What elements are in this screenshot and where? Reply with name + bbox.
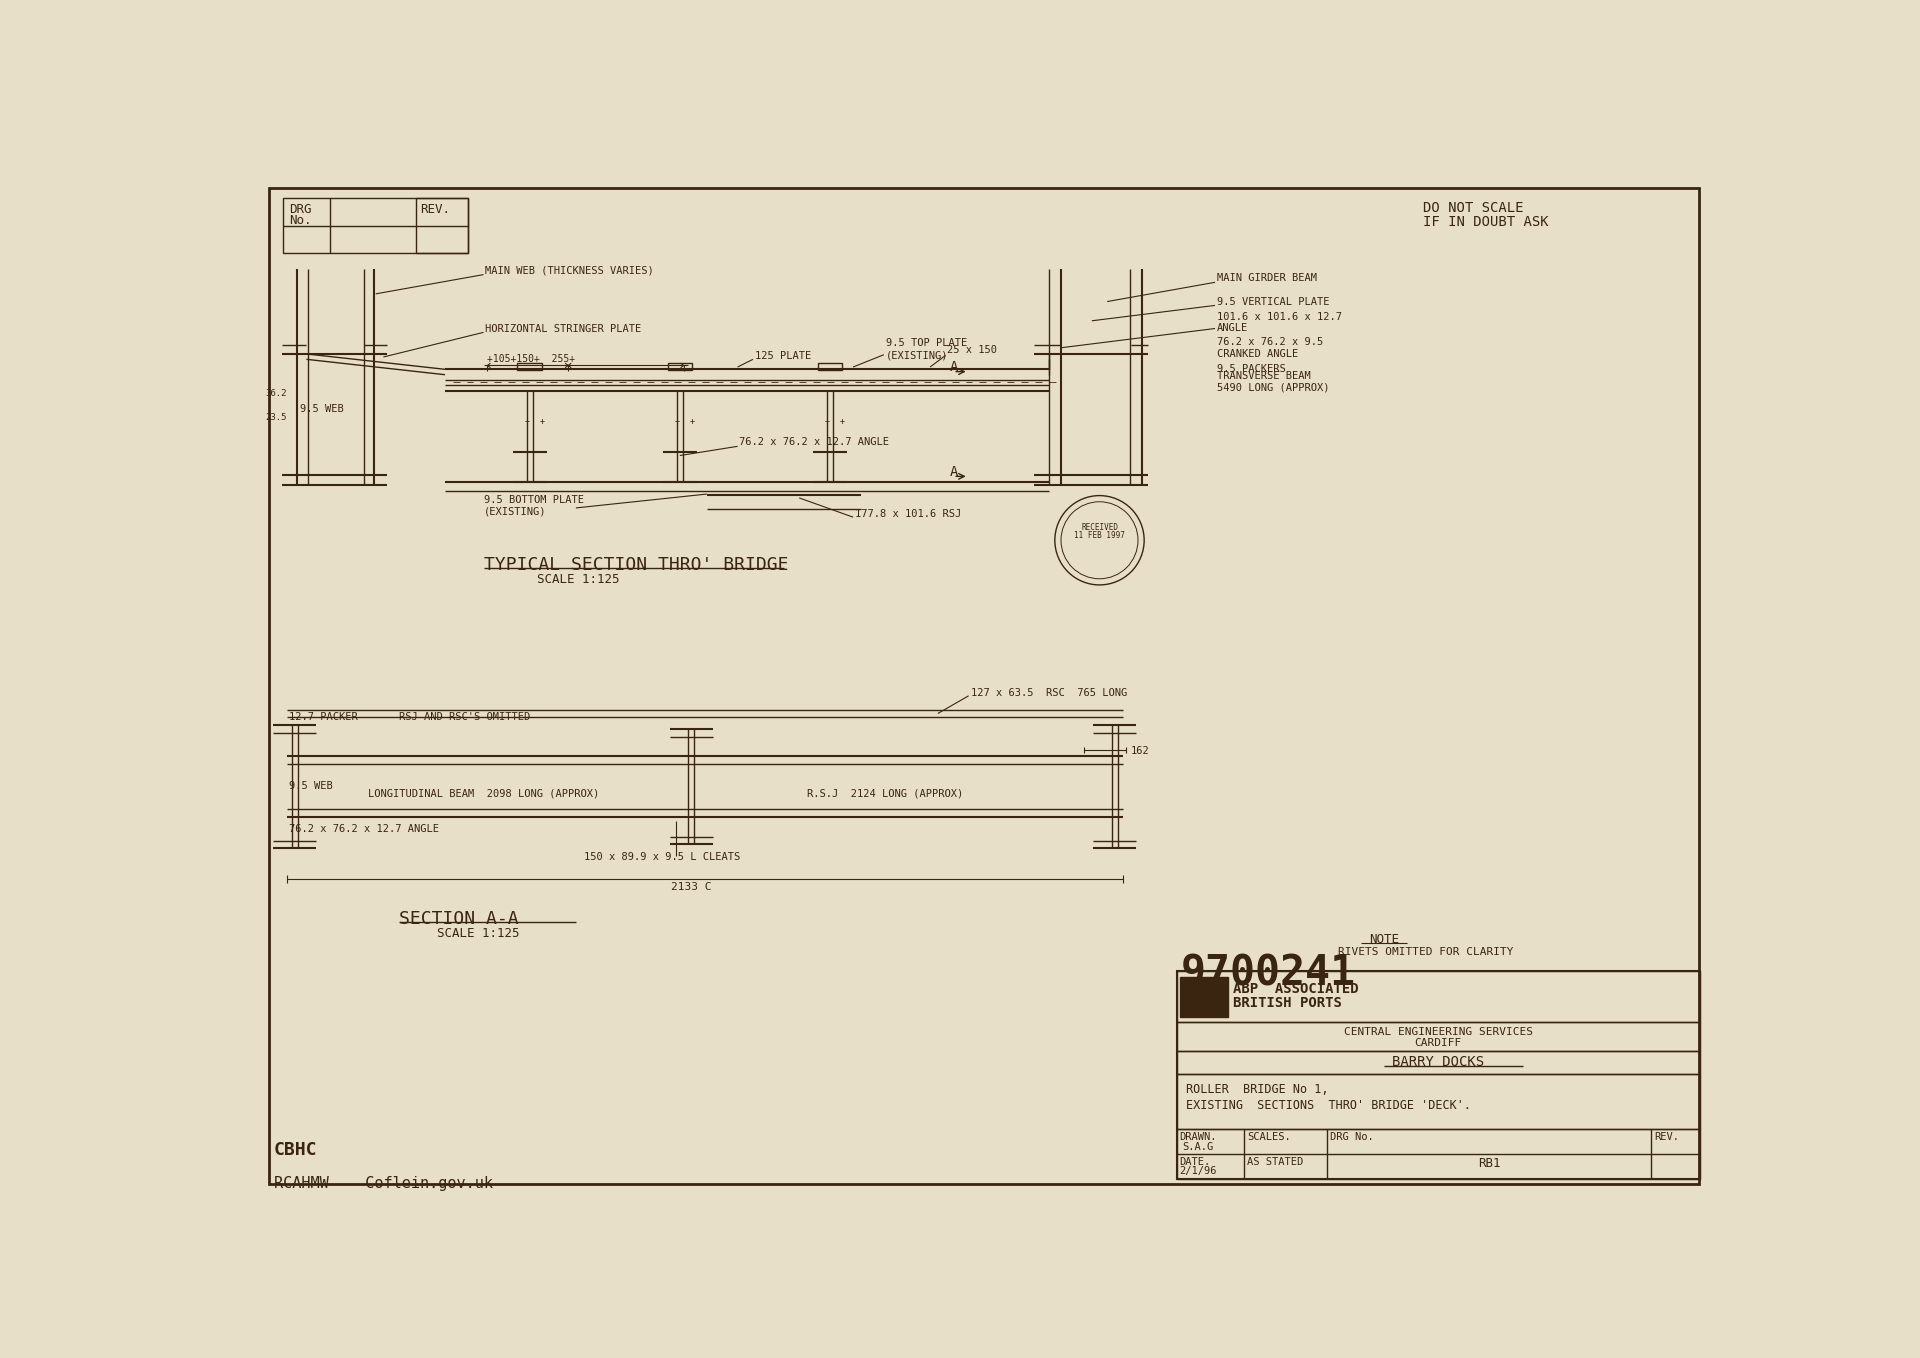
Text: 9.5 TOP PLATE
(EXISTING): 9.5 TOP PLATE (EXISTING) — [887, 338, 968, 360]
Bar — [668, 363, 693, 371]
Text: CBHC: CBHC — [275, 1141, 317, 1158]
Bar — [818, 363, 843, 371]
Text: SCALE 1:125: SCALE 1:125 — [538, 573, 620, 585]
Text: 177.8 x 101.6 RSJ: 177.8 x 101.6 RSJ — [856, 509, 962, 519]
Text: SECTION A-A: SECTION A-A — [399, 910, 518, 928]
Text: 9700241: 9700241 — [1181, 952, 1356, 994]
Text: HORIZONTAL STRINGER PLATE: HORIZONTAL STRINGER PLATE — [486, 323, 641, 334]
Bar — [1177, 1130, 1699, 1179]
Text: 76.2 x 76.2 x 12.7 ANGLE: 76.2 x 76.2 x 12.7 ANGLE — [739, 437, 889, 447]
Text: 25 x 150: 25 x 150 — [947, 345, 996, 354]
Text: A: A — [950, 360, 958, 373]
Bar — [1177, 1074, 1699, 1130]
Bar — [1177, 971, 1699, 1021]
Text: TYPICAL SECTION THRO' BRIDGE: TYPICAL SECTION THRO' BRIDGE — [484, 555, 787, 573]
Text: MAIN GIRDER BEAM: MAIN GIRDER BEAM — [1217, 273, 1317, 284]
Text: ABP  ASSOCIATED: ABP ASSOCIATED — [1233, 982, 1359, 997]
Text: +  +: + + — [524, 417, 545, 426]
Text: 11 FEB 1997: 11 FEB 1997 — [1073, 531, 1125, 540]
Text: MAIN WEB (THICKNESS VARIES): MAIN WEB (THICKNESS VARIES) — [486, 266, 655, 276]
Text: DRAWN.: DRAWN. — [1179, 1133, 1217, 1142]
Bar — [417, 198, 468, 253]
Bar — [284, 198, 468, 253]
Text: 12.7 PACKER: 12.7 PACKER — [290, 713, 359, 722]
Text: CENTRAL ENGINEERING SERVICES: CENTRAL ENGINEERING SERVICES — [1344, 1027, 1532, 1038]
Text: 162: 162 — [1131, 747, 1148, 756]
Text: A: A — [950, 464, 958, 479]
Text: BARRY DOCKS: BARRY DOCKS — [1392, 1055, 1484, 1069]
Text: R.S.J  2124 LONG (APPROX): R.S.J 2124 LONG (APPROX) — [806, 789, 964, 799]
Text: DRG: DRG — [290, 202, 311, 216]
Text: CARDIFF: CARDIFF — [1415, 1039, 1461, 1048]
Text: 9.5 VERTICAL PLATE: 9.5 VERTICAL PLATE — [1217, 296, 1329, 307]
Bar — [1177, 1051, 1699, 1074]
Text: DO NOT SCALE: DO NOT SCALE — [1423, 201, 1523, 216]
Text: 150 x 89.9 x 9.5 L CLEATS: 150 x 89.9 x 9.5 L CLEATS — [584, 853, 739, 862]
Text: 127 x 63.5  RSC  765 LONG: 127 x 63.5 RSC 765 LONG — [972, 687, 1127, 698]
Text: DATE.: DATE. — [1179, 1157, 1212, 1167]
Text: NOTE: NOTE — [1369, 933, 1400, 947]
Text: 23.5: 23.5 — [265, 413, 288, 421]
Text: AS STATED: AS STATED — [1248, 1157, 1304, 1167]
Text: 2133 C: 2133 C — [672, 883, 712, 892]
Text: LONGITUDINAL BEAM  2098 LONG (APPROX): LONGITUDINAL BEAM 2098 LONG (APPROX) — [369, 789, 599, 799]
Text: IF IN DOUBT ASK: IF IN DOUBT ASK — [1423, 215, 1549, 228]
Text: SCALES.: SCALES. — [1248, 1133, 1290, 1142]
Text: 9.5 WEB: 9.5 WEB — [300, 405, 344, 414]
Text: 2/1/96: 2/1/96 — [1179, 1167, 1217, 1176]
Bar — [1177, 971, 1699, 1179]
Text: 9.5 BOTTOM PLATE
(EXISTING): 9.5 BOTTOM PLATE (EXISTING) — [484, 494, 584, 516]
Text: SCALE 1:125: SCALE 1:125 — [438, 926, 520, 940]
Text: No.: No. — [290, 213, 311, 227]
Text: ROLLER  BRIDGE No 1,: ROLLER BRIDGE No 1, — [1187, 1084, 1329, 1096]
Text: +  +: + + — [676, 417, 695, 426]
Text: S.A.G: S.A.G — [1183, 1142, 1213, 1152]
Bar — [1181, 976, 1229, 1017]
Text: +  +: + + — [826, 417, 845, 426]
Text: 125 PLATE: 125 PLATE — [755, 352, 810, 361]
Text: RB1: RB1 — [1478, 1157, 1500, 1171]
Text: RCAHMW    Coflein.gov.uk: RCAHMW Coflein.gov.uk — [275, 1176, 493, 1191]
Bar — [1177, 1021, 1699, 1051]
Text: 76.2 x 76.2 x 9.5
CRANKED ANGLE: 76.2 x 76.2 x 9.5 CRANKED ANGLE — [1217, 337, 1323, 359]
Text: RSJ AND RSC'S OMITTED: RSJ AND RSC'S OMITTED — [399, 713, 530, 722]
Text: EXISTING  SECTIONS  THRO' BRIDGE 'DECK'.: EXISTING SECTIONS THRO' BRIDGE 'DECK'. — [1187, 1099, 1471, 1111]
Text: REV.: REV. — [1653, 1133, 1678, 1142]
Text: 36.2: 36.2 — [265, 390, 288, 398]
Text: +105+150+  255+: +105+150+ 255+ — [488, 354, 576, 364]
Text: 9.5 PACKERS: 9.5 PACKERS — [1217, 364, 1284, 375]
Text: 76.2 x 76.2 x 12.7 ANGLE: 76.2 x 76.2 x 12.7 ANGLE — [290, 824, 440, 834]
Text: 101.6 x 101.6 x 12.7
ANGLE: 101.6 x 101.6 x 12.7 ANGLE — [1217, 311, 1342, 333]
Text: RECEIVED: RECEIVED — [1081, 523, 1117, 532]
Text: TRANSVERSE BEAM
5490 LONG (APPROX): TRANSVERSE BEAM 5490 LONG (APPROX) — [1217, 371, 1329, 392]
Text: RIVETS OMITTED FOR CLARITY: RIVETS OMITTED FOR CLARITY — [1338, 947, 1513, 957]
Text: BRITISH PORTS: BRITISH PORTS — [1233, 997, 1342, 1010]
Text: 9.5 WEB: 9.5 WEB — [290, 781, 334, 790]
Text: DRG No.: DRG No. — [1331, 1133, 1375, 1142]
Text: REV.: REV. — [420, 202, 451, 216]
Bar — [516, 363, 541, 371]
